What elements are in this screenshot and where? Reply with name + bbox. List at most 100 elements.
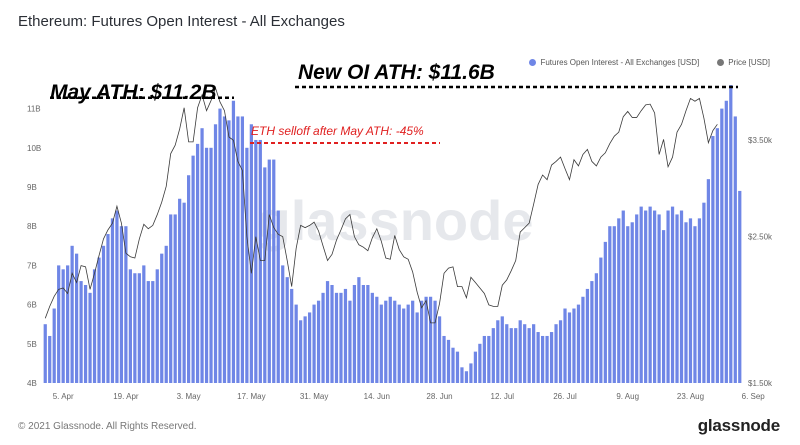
oi-bar[interactable] [200, 128, 204, 383]
oi-bar[interactable] [178, 198, 182, 383]
oi-bar[interactable] [684, 222, 688, 383]
oi-bar[interactable] [473, 351, 478, 383]
oi-bar[interactable] [137, 273, 141, 383]
oi-bar[interactable] [688, 218, 693, 383]
oi-bar[interactable] [303, 316, 307, 383]
oi-bar[interactable] [442, 335, 446, 383]
oi-bar[interactable] [307, 312, 312, 383]
oi-bar[interactable] [433, 300, 437, 383]
oi-bar[interactable] [294, 304, 298, 383]
oi-bar[interactable] [110, 218, 115, 383]
oi-bar[interactable] [420, 300, 424, 383]
oi-bar[interactable] [388, 296, 392, 383]
oi-bar[interactable] [57, 265, 61, 383]
oi-bar[interactable] [249, 124, 253, 383]
oi-bar[interactable] [330, 285, 334, 383]
oi-bar[interactable] [549, 332, 554, 383]
oi-bar[interactable] [222, 116, 227, 383]
oi-bar[interactable] [312, 304, 316, 383]
oi-bar[interactable] [554, 324, 558, 383]
oi-bar[interactable] [245, 147, 249, 383]
oi-bar[interactable] [715, 128, 719, 383]
oi-bar[interactable] [738, 190, 742, 383]
oi-bar[interactable] [142, 265, 146, 383]
oi-bar[interactable] [670, 206, 675, 383]
oi-bar[interactable] [626, 226, 630, 383]
oi-bar[interactable] [675, 214, 679, 383]
oi-bar[interactable] [92, 269, 97, 383]
oi-bar[interactable] [603, 241, 607, 383]
oi-bar[interactable] [97, 257, 101, 383]
oi-bar[interactable] [133, 273, 137, 383]
oi-bar[interactable] [518, 320, 522, 383]
oi-bar[interactable] [478, 343, 482, 383]
oi-bar[interactable] [83, 285, 88, 383]
oi-bar[interactable] [630, 222, 634, 383]
oi-bar[interactable] [357, 277, 361, 383]
oi-bar[interactable] [164, 245, 168, 383]
oi-bar[interactable] [61, 269, 65, 383]
oi-bar[interactable] [343, 288, 348, 383]
oi-bar[interactable] [594, 273, 598, 383]
oi-bar[interactable] [469, 363, 473, 383]
oi-bar[interactable] [523, 324, 527, 383]
oi-bar[interactable] [505, 324, 509, 383]
oi-bar[interactable] [612, 226, 616, 383]
oi-bar[interactable] [621, 210, 625, 383]
oi-bar[interactable] [679, 210, 684, 383]
oi-bar[interactable] [187, 175, 191, 383]
glassnode-logo[interactable]: glassnode [697, 416, 780, 435]
oi-bar[interactable] [339, 292, 343, 383]
legend-item-oi[interactable]: Futures Open Interest - All Exchanges [U… [529, 58, 699, 67]
oi-bar[interactable] [482, 335, 486, 383]
oi-bar[interactable] [74, 253, 79, 383]
oi-bar[interactable] [540, 335, 545, 383]
oi-bar[interactable] [393, 300, 397, 383]
oi-bar[interactable] [290, 288, 294, 383]
oi-bar[interactable] [366, 285, 370, 383]
oi-bar[interactable] [451, 347, 455, 383]
oi-bar[interactable] [348, 300, 352, 383]
oi-bar[interactable] [281, 265, 285, 383]
oi-bar[interactable] [106, 234, 110, 383]
oi-bar[interactable] [254, 139, 258, 383]
oi-bar[interactable] [411, 300, 415, 383]
oi-bar[interactable] [195, 143, 200, 383]
oi-bar[interactable] [585, 288, 590, 383]
oi-bar[interactable] [648, 206, 652, 383]
oi-bar[interactable] [160, 253, 164, 383]
oi-bar[interactable] [653, 210, 657, 383]
oi-bar[interactable] [231, 100, 236, 383]
oi-bar[interactable] [316, 300, 321, 383]
oi-bar[interactable] [258, 139, 262, 383]
oi-bar[interactable] [496, 320, 500, 383]
oi-bar[interactable] [661, 230, 666, 383]
oi-bar[interactable] [693, 226, 697, 383]
oi-bar[interactable] [397, 304, 401, 383]
oi-bar[interactable] [299, 320, 303, 383]
oi-bar[interactable] [415, 312, 419, 383]
oi-bar[interactable] [446, 339, 451, 383]
oi-bar[interactable] [581, 296, 585, 383]
oi-bar[interactable] [48, 335, 52, 383]
oi-bar[interactable] [527, 328, 531, 383]
oi-bar[interactable] [491, 328, 495, 383]
oi-bar[interactable] [720, 108, 724, 383]
oi-bar[interactable] [169, 214, 173, 383]
oi-bar[interactable] [325, 281, 330, 383]
oi-bar[interactable] [151, 281, 155, 383]
oi-bar[interactable] [666, 210, 670, 383]
oi-bar[interactable] [276, 210, 280, 383]
oi-bar[interactable] [729, 85, 733, 383]
oi-bar[interactable] [563, 308, 567, 383]
oi-bar[interactable] [617, 218, 621, 383]
oi-bar[interactable] [236, 116, 240, 383]
oi-bar[interactable] [128, 269, 132, 383]
oi-bar[interactable] [711, 136, 715, 383]
oi-bar[interactable] [370, 292, 374, 383]
oi-bar[interactable] [608, 226, 612, 383]
oi-bar[interactable] [599, 257, 603, 383]
oi-bar[interactable] [464, 371, 469, 383]
oi-bar[interactable] [706, 179, 711, 383]
oi-bar[interactable] [644, 210, 648, 383]
